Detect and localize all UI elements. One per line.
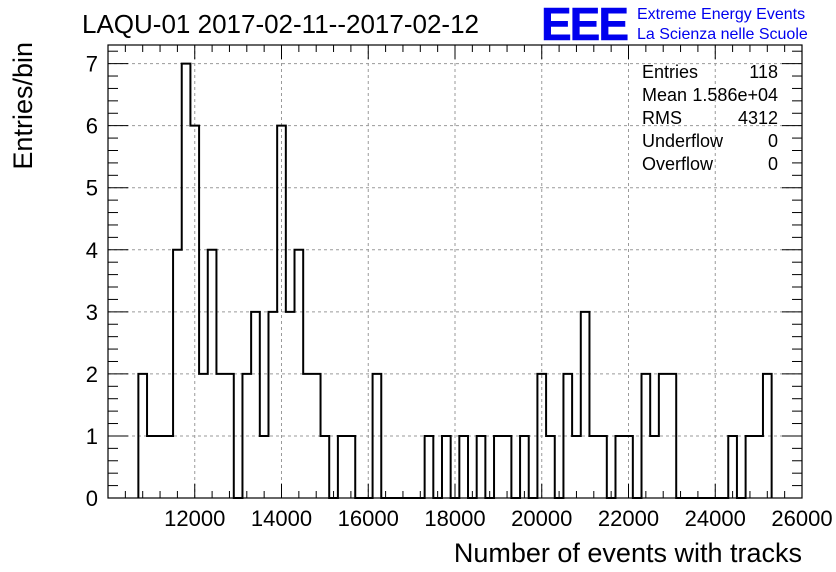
stats-label: Mean bbox=[642, 85, 687, 105]
x-tick-label: 18000 bbox=[424, 506, 485, 531]
stats-label: Underflow bbox=[642, 131, 724, 151]
x-tick-label: 16000 bbox=[338, 506, 399, 531]
y-axis-ticks: 0 1 2 3 4 5 6 7 bbox=[86, 50, 802, 511]
x-axis-label: Number of events with tracks bbox=[454, 538, 802, 568]
chart-title: LAQU-01 2017-02-11--2017-02-12 bbox=[82, 9, 479, 39]
y-tick-label: 4 bbox=[86, 238, 98, 263]
eee-logo: EEE Extreme Energy Events La Scienza nel… bbox=[541, 0, 808, 50]
y-tick-label: 1 bbox=[86, 424, 98, 449]
stats-label: Overflow bbox=[642, 154, 714, 174]
x-tick-label: 20000 bbox=[511, 506, 572, 531]
logo-line-2: La Scienza nelle Scuole bbox=[637, 26, 808, 43]
stats-label: Entries bbox=[642, 62, 698, 82]
x-tick-label: 14000 bbox=[251, 506, 312, 531]
x-tick-label: 12000 bbox=[164, 506, 225, 531]
stats-value: 4312 bbox=[738, 108, 778, 128]
y-tick-label: 7 bbox=[86, 52, 98, 77]
x-tick-label: 24000 bbox=[685, 506, 746, 531]
stats-value: 1.586e+04 bbox=[692, 85, 778, 105]
stats-box: Entries 118 Mean 1.586e+04 RMS 4312 Underflow 0… bbox=[642, 62, 778, 174]
stats-value: 0 bbox=[768, 131, 778, 151]
x-axis-ticks: 12000 14000 16000 18000 20000 22000 24000 26000 bbox=[124, 45, 833, 531]
stats-value: 0 bbox=[768, 154, 778, 174]
y-tick-label: 5 bbox=[86, 176, 98, 201]
y-axis-label: Entries/bin bbox=[8, 42, 38, 170]
logo-line-1: Extreme Energy Events bbox=[637, 6, 805, 23]
stats-label: RMS bbox=[642, 108, 682, 128]
x-tick-label: 26000 bbox=[771, 506, 832, 531]
y-tick-label: 6 bbox=[86, 114, 98, 139]
x-tick-label: 22000 bbox=[598, 506, 659, 531]
y-tick-label: 0 bbox=[86, 486, 98, 511]
logo-letters: EEE bbox=[541, 0, 627, 50]
y-tick-label: 3 bbox=[86, 300, 98, 325]
stats-value: 118 bbox=[749, 62, 778, 82]
y-tick-label: 2 bbox=[86, 362, 98, 387]
